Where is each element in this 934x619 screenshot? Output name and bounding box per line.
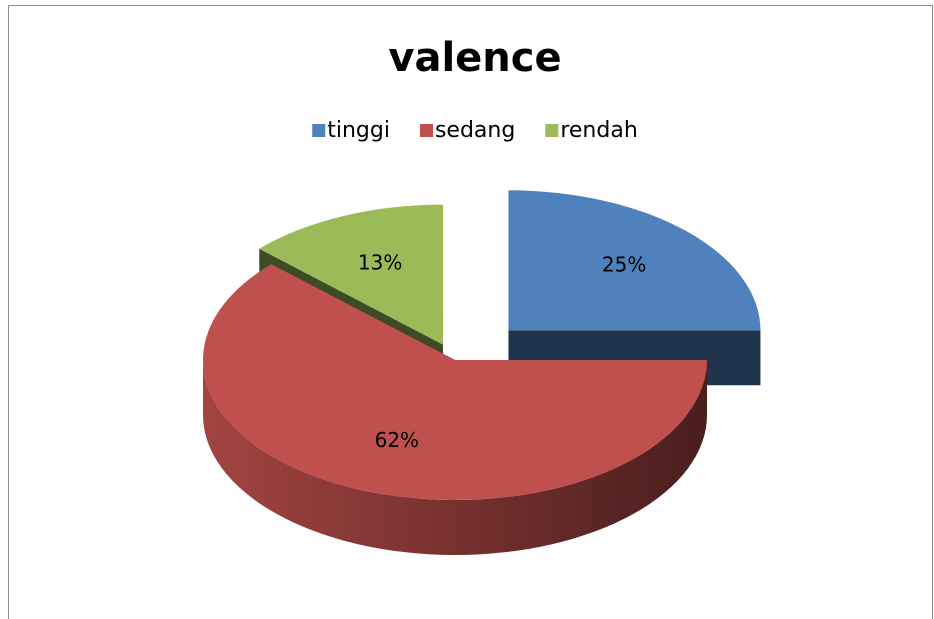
- legend-label: sedang: [435, 118, 515, 143]
- legend-swatch: [312, 124, 326, 137]
- data-label: 62%: [375, 428, 419, 452]
- slice: [259, 204, 443, 345]
- data-label: 25%: [602, 253, 646, 277]
- legend-label: tinggi: [327, 118, 390, 143]
- slice-wall: [203, 360, 707, 555]
- chart-title: valence: [388, 35, 561, 81]
- legend-label: rendah: [560, 118, 637, 143]
- slice: [508, 190, 761, 331]
- pie: 25% 62% 13%: [203, 190, 761, 555]
- legend-swatch: [545, 124, 559, 137]
- legend: tinggi sedang rendah: [312, 118, 638, 143]
- slice: [203, 264, 707, 500]
- legend-swatch: [419, 124, 433, 137]
- data-label: 13%: [358, 250, 402, 274]
